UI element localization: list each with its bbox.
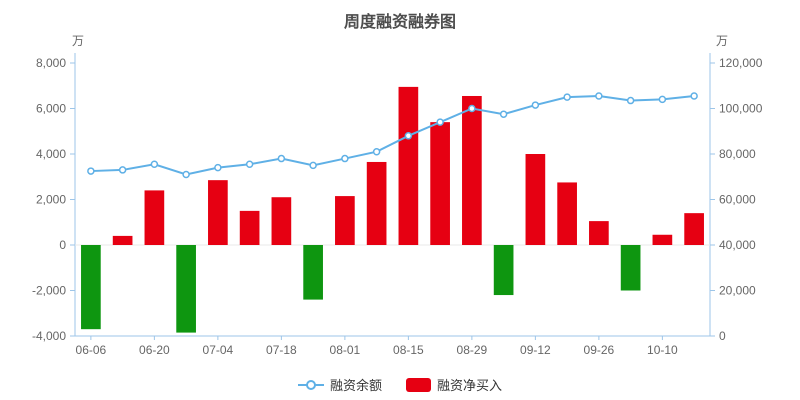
line-series-marker-icon: [297, 379, 324, 390]
svg-text:80,000: 80,000: [719, 147, 756, 161]
svg-text:6,000: 6,000: [36, 102, 66, 116]
svg-text:08-01: 08-01: [330, 343, 361, 357]
legend-item-financing-balance[interactable]: 融资余额: [297, 375, 382, 394]
svg-text:-2,000: -2,000: [32, 284, 66, 298]
svg-text:0: 0: [59, 238, 66, 252]
right-axis-unit-label: 万: [715, 34, 728, 48]
svg-text:09-12: 09-12: [520, 343, 551, 357]
svg-text:4,000: 4,000: [36, 147, 66, 161]
svg-text:06-20: 06-20: [139, 343, 170, 357]
svg-text:07-18: 07-18: [266, 343, 297, 357]
legend-label-net-buy: 融资净买入: [437, 378, 503, 393]
svg-text:20,000: 20,000: [719, 284, 756, 298]
svg-text:06-06: 06-06: [76, 343, 107, 357]
chart-title: 周度融资融券图: [343, 14, 456, 31]
svg-text:100,000: 100,000: [719, 102, 763, 116]
svg-text:0: 0: [719, 329, 726, 343]
svg-text:08-29: 08-29: [457, 343, 488, 357]
legend-item-net-buy[interactable]: 融资净买入: [406, 375, 502, 394]
svg-text:07-04: 07-04: [203, 343, 234, 357]
svg-text:120,000: 120,000: [719, 56, 763, 70]
hollow-circle-icon: [305, 379, 316, 390]
svg-text:08-15: 08-15: [393, 343, 424, 357]
svg-text:-4,000: -4,000: [32, 329, 66, 343]
svg-text:09-26: 09-26: [584, 343, 615, 357]
svg-text:2,000: 2,000: [36, 193, 66, 207]
svg-text:8,000: 8,000: [36, 56, 66, 70]
bar-series-marker-icon: [406, 377, 431, 392]
left-axis-unit-label: 万: [72, 34, 85, 48]
svg-text:10-10: 10-10: [647, 343, 678, 357]
svg-text:40,000: 40,000: [719, 238, 756, 252]
chart-legend: 融资余额 融资净买入: [0, 375, 800, 394]
legend-label-financing-balance: 融资余额: [329, 378, 382, 393]
svg-text:60,000: 60,000: [719, 193, 756, 207]
